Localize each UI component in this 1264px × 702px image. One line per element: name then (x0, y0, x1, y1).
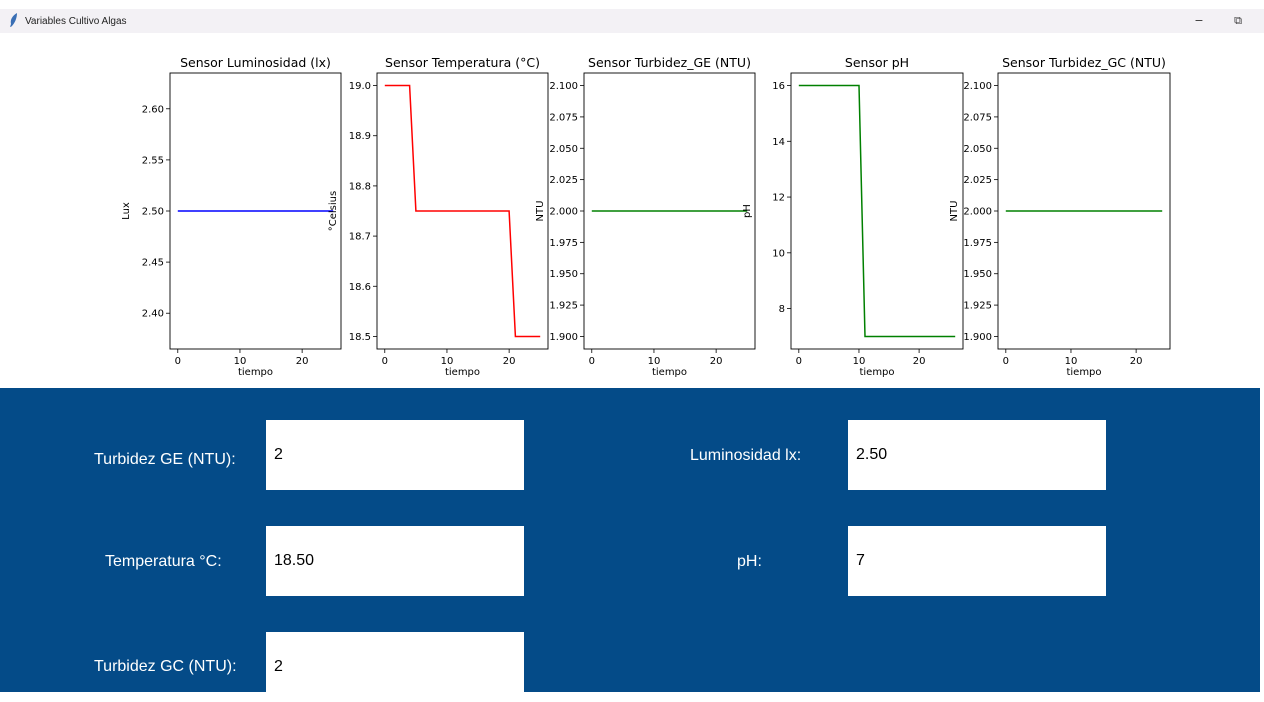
chart-5-ytick-label-6: 2.050 (963, 144, 992, 155)
chart-1-xlabel: tiempo (238, 367, 273, 378)
chart-4-ytick-label-1: 10 (772, 248, 785, 259)
chart-2-xtick-label-0: 0 (382, 356, 388, 367)
chart-1-ytick-label-4: 2.60 (142, 104, 164, 115)
chart-4-series-line-1 (798, 84, 956, 338)
chart-3-ytick-label-5: 2.025 (549, 175, 578, 186)
chart-5-ytick-label-5: 2.025 (963, 175, 992, 186)
chart-1-ytick-label-3: 2.55 (142, 155, 164, 166)
chart-3-xtick-label-1: 10 (648, 356, 661, 367)
readings-panel: Turbidez GE (NTU): Temperatura °C: Turbi… (0, 388, 1260, 702)
chart-2-ytick-label-3: 18.8 (349, 181, 371, 192)
chart-3-xtick-label-0: 0 (589, 356, 595, 367)
chart-4-xtick-label-2: 20 (913, 356, 926, 367)
chart-2-frame (376, 72, 549, 350)
feather-icon (10, 13, 17, 27)
chart-4-xtick-label-0: 0 (796, 356, 802, 367)
chart-5-title: Sensor Turbidez_GC (NTU) (1002, 55, 1166, 70)
chart-1-ytick-label-2: 2.50 (142, 207, 164, 218)
chart-5-ytick-label-4: 2.000 (963, 207, 992, 218)
turbidez-gc-label: Turbidez GC (NTU): (94, 658, 237, 675)
window-title: Variables Cultivo Algas (25, 16, 127, 27)
luminosidad-label: Luminosidad lx: (690, 447, 802, 464)
chart-3-ytick-label-1: 1.925 (549, 301, 578, 312)
chart-2-ytick-label-4: 18.9 (349, 131, 371, 142)
chart-3-ytick-label-7: 2.075 (549, 112, 578, 123)
chart-3-xtick-label-2: 20 (710, 356, 723, 367)
sensor-charts: Sensor Luminosidad (lx) 0 10 20 2.40 2.45 2.50… (0, 33, 1264, 388)
chart-2-ylabel: °Celsius (328, 191, 339, 231)
chart-3-ylabel: NTU (535, 201, 546, 222)
chart-2-series-line-1 (384, 84, 541, 338)
chart-2-xtick-label-2: 20 (503, 356, 516, 367)
chart-3-ytick-label-0: 1.900 (549, 332, 578, 343)
chart-5-ytick-label-0: 1.900 (963, 332, 992, 343)
chart-1-title: Sensor Luminosidad (lx) (180, 55, 331, 70)
chart-5-xtick-label-0: 0 (1003, 356, 1009, 367)
temperatura-label: Temperatura °C: (105, 553, 222, 570)
temperatura-input[interactable] (266, 526, 524, 596)
chart-1-xtick-label-1: 10 (234, 356, 247, 367)
chart-2-xtick-label-1: 10 (441, 356, 454, 367)
chart-4-ytick-label-3: 14 (772, 137, 785, 148)
chart-2-title: Sensor Temperatura (°C) (385, 55, 540, 70)
luminosidad-input[interactable] (848, 420, 1106, 490)
chart-4-ytick-label-2: 12 (772, 193, 785, 204)
chart-1-xtick-label-2: 20 (296, 356, 309, 367)
charts-canvas: Sensor Luminosidad (lx) 0 10 20 2.40 2.45 2.50… (121, 55, 1171, 378)
chart-1-xtick-label-0: 0 (175, 356, 181, 367)
chart-5-ytick-label-8: 2.100 (963, 81, 992, 92)
chart-2-ytick-label-0: 18.5 (349, 332, 371, 343)
chart-3-ytick-label-2: 1.950 (549, 269, 578, 280)
chart-4-ylabel: pH (742, 204, 753, 218)
chart-1-ytick-label-1: 2.45 (142, 258, 164, 269)
chart-3-xlabel: tiempo (652, 367, 687, 378)
chart-2-ytick-label-5: 19.0 (349, 81, 371, 92)
chart-4-xtick-label-1: 10 (853, 356, 866, 367)
chart-5-xtick-label-1: 10 (1065, 356, 1078, 367)
chart-5-ytick-label-1: 1.925 (963, 301, 992, 312)
chart-3-ytick-label-4: 2.000 (549, 207, 578, 218)
restore-button[interactable]: ⧉ (1234, 14, 1242, 27)
chart-4-ytick-label-4: 16 (772, 81, 785, 92)
chart-3-ytick-label-6: 2.050 (549, 144, 578, 155)
ph-label: pH: (737, 553, 762, 570)
turbidez-ge-input[interactable] (266, 420, 524, 490)
chart-1-ylabel: Lux (121, 202, 132, 220)
ph-input[interactable] (848, 526, 1106, 596)
minimize-button[interactable]: − (1194, 14, 1204, 27)
chart-4-xlabel: tiempo (859, 367, 894, 378)
chart-4-title: Sensor pH (845, 55, 909, 70)
chart-5-xlabel: tiempo (1066, 367, 1101, 378)
turbidez-ge-label: Turbidez GE (NTU): (94, 451, 236, 468)
chart-3-ytick-label-3: 1.975 (549, 238, 578, 249)
turbidez-gc-input[interactable] (266, 632, 524, 702)
chart-5-ytick-label-7: 2.075 (963, 112, 992, 123)
chart-5-ytick-label-2: 1.950 (963, 269, 992, 280)
window-titlebar (0, 9, 1264, 33)
chart-5-ytick-label-3: 1.975 (963, 238, 992, 249)
chart-3-ytick-label-8: 2.100 (549, 81, 578, 92)
chart-3-title: Sensor Turbidez_GE (NTU) (588, 55, 751, 70)
chart-4-ytick-label-0: 8 (779, 304, 785, 315)
chart-4-frame (790, 72, 964, 350)
chart-2-ytick-label-2: 18.7 (349, 232, 371, 243)
chart-1-ytick-label-0: 2.40 (142, 309, 164, 320)
chart-5-ylabel: NTU (949, 201, 960, 222)
chart-2-xlabel: tiempo (445, 367, 480, 378)
chart-2-ytick-label-1: 18.6 (349, 282, 371, 293)
chart-5-xtick-label-2: 20 (1130, 356, 1143, 367)
